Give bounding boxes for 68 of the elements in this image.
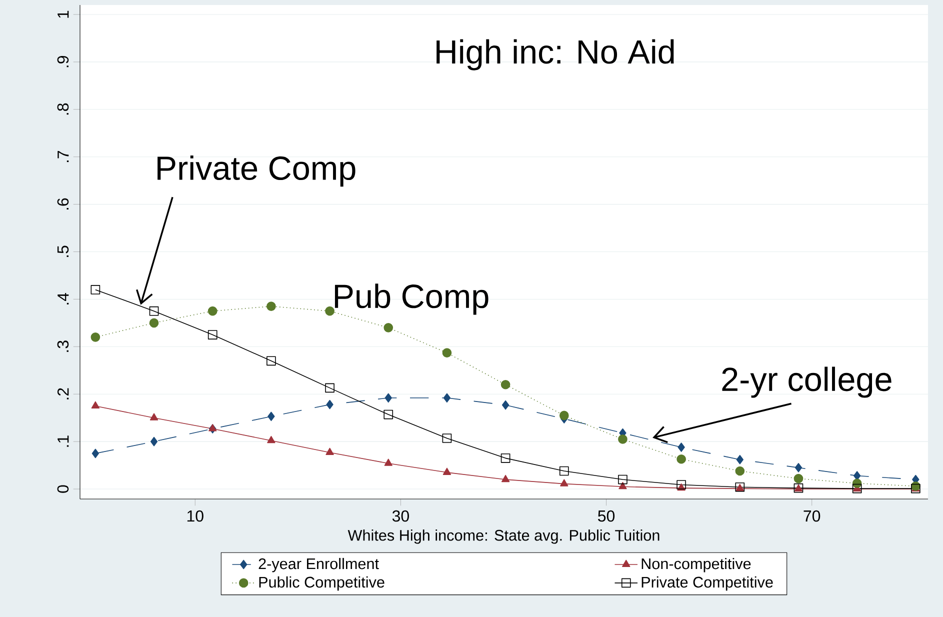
point <box>326 448 334 456</box>
point <box>560 479 568 486</box>
point <box>92 448 100 458</box>
point <box>384 410 394 420</box>
y-tick-label: .8 <box>57 103 69 115</box>
point <box>384 458 392 466</box>
point <box>326 400 334 410</box>
point <box>150 413 158 420</box>
y-tick-label: .7 <box>58 150 69 162</box>
point <box>267 436 276 444</box>
x-tick-label: 30 <box>392 510 409 522</box>
point <box>208 330 218 340</box>
point <box>325 306 334 316</box>
point <box>442 468 452 475</box>
point <box>384 323 394 332</box>
annotation: 2-yr college <box>722 366 892 398</box>
point <box>266 356 276 366</box>
y-tick-label: .9 <box>57 56 69 68</box>
y-tick-label: 1 <box>58 10 69 18</box>
point <box>500 454 510 463</box>
annotation: Private Comp <box>158 156 356 187</box>
point <box>90 332 100 342</box>
point <box>443 393 451 403</box>
point <box>502 400 510 410</box>
point <box>678 442 685 452</box>
point <box>501 474 510 482</box>
point <box>735 466 745 476</box>
y-tick-label: .1 <box>58 436 69 447</box>
x-tick-label: 50 <box>598 510 615 522</box>
y-tick-label: .4 <box>58 293 69 304</box>
point <box>266 302 276 311</box>
point <box>794 474 804 484</box>
annotation: Pub Comp <box>334 284 488 315</box>
y-tick-label: 0 <box>57 485 69 493</box>
legend-label: Non-competitive <box>642 558 751 572</box>
point <box>208 306 218 316</box>
point <box>268 412 275 422</box>
x-tick-label: 10 <box>187 510 204 522</box>
legend-label: 2-year Enrollment <box>258 558 379 572</box>
point <box>384 393 392 403</box>
point <box>736 454 744 464</box>
point <box>149 318 159 328</box>
point <box>618 474 628 484</box>
point <box>150 436 158 446</box>
point <box>442 348 452 358</box>
point <box>442 434 452 443</box>
legend-label: Public Competitive <box>259 576 384 591</box>
point <box>676 480 686 490</box>
point <box>149 306 159 316</box>
point <box>500 380 510 390</box>
point <box>559 410 569 420</box>
point <box>90 285 100 294</box>
point <box>91 401 100 409</box>
point <box>559 466 569 476</box>
point <box>618 482 627 490</box>
y-tick-label: .5 <box>57 246 69 257</box>
y-tick-label: .6 <box>57 198 69 210</box>
point <box>794 463 802 472</box>
y-tick-label: .3 <box>57 340 69 352</box>
x-tick-label: 70 <box>804 510 820 522</box>
y-tick-label: .2 <box>57 388 69 400</box>
point <box>676 454 686 464</box>
point <box>325 383 334 393</box>
point <box>852 478 862 488</box>
point <box>618 434 628 444</box>
x-axis-title: Whites High income: State avg. Public Tuition <box>348 530 660 544</box>
annotation: High inc: No Aid <box>436 39 674 70</box>
legend-label: Private Competitive <box>642 576 773 591</box>
